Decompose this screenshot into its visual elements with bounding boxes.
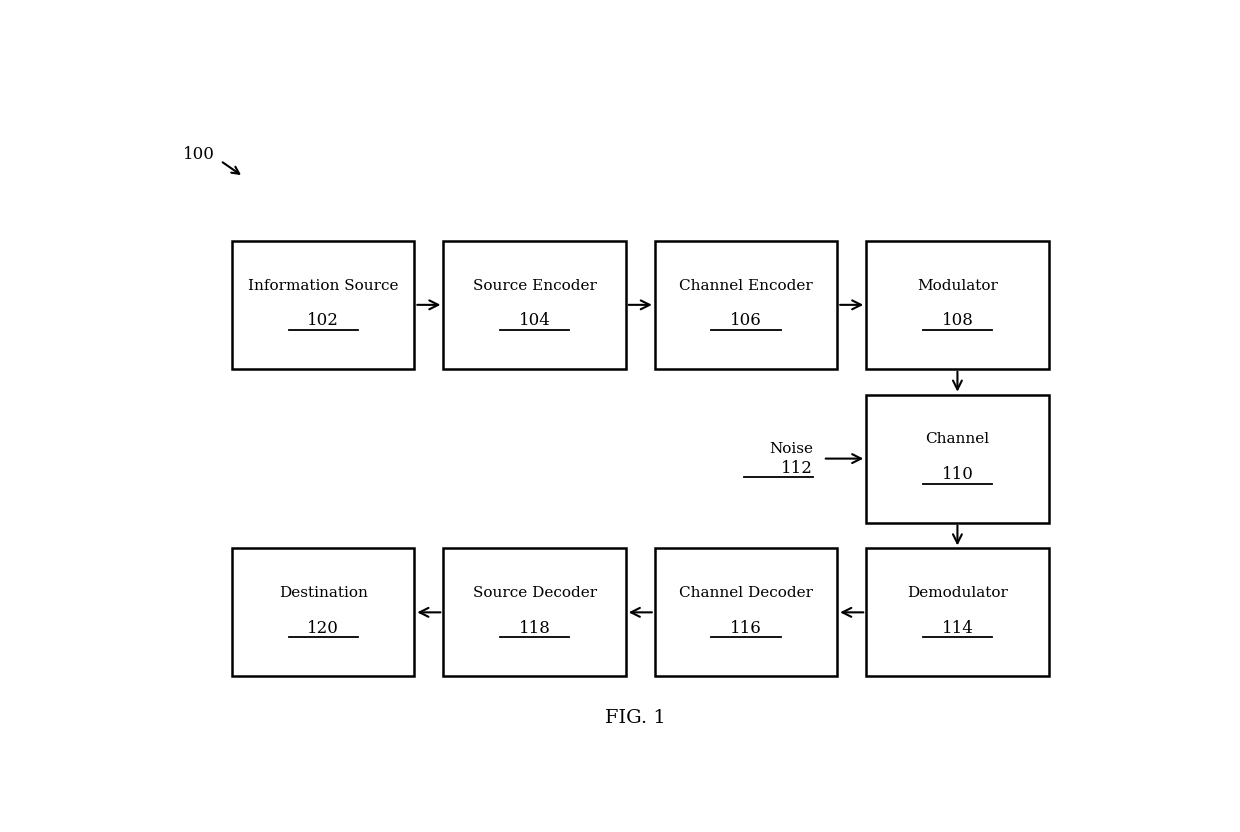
Text: 118: 118 [518,620,551,636]
Text: 110: 110 [941,466,973,483]
Bar [232,240,414,369]
Bar [866,548,1049,676]
Text: 112: 112 [781,460,813,477]
Bar [444,548,626,676]
Text: 104: 104 [518,312,551,329]
Text: Information Source: Information Source [248,279,398,293]
Text: Channel: Channel [925,433,990,447]
Text: Channel Encoder: Channel Encoder [680,279,813,293]
Text: Channel Decoder: Channel Decoder [680,586,813,600]
Bar [866,394,1049,522]
Text: Demodulator: Demodulator [906,586,1008,600]
Text: 108: 108 [941,312,973,329]
Text: 102: 102 [308,312,339,329]
Text: 100: 100 [182,146,215,163]
Text: Destination: Destination [279,586,367,600]
Bar [444,240,626,369]
Text: Source Encoder: Source Encoder [472,279,596,293]
Text: 116: 116 [730,620,761,636]
Bar [655,240,837,369]
Text: Source Decoder: Source Decoder [472,586,596,600]
Bar [866,240,1049,369]
Text: 114: 114 [941,620,973,636]
Text: 120: 120 [308,620,339,636]
Text: Noise: Noise [769,442,813,456]
Text: FIG. 1: FIG. 1 [605,709,666,727]
Bar [655,548,837,676]
Bar [232,548,414,676]
Text: Modulator: Modulator [918,279,998,293]
Text: 106: 106 [730,312,761,329]
